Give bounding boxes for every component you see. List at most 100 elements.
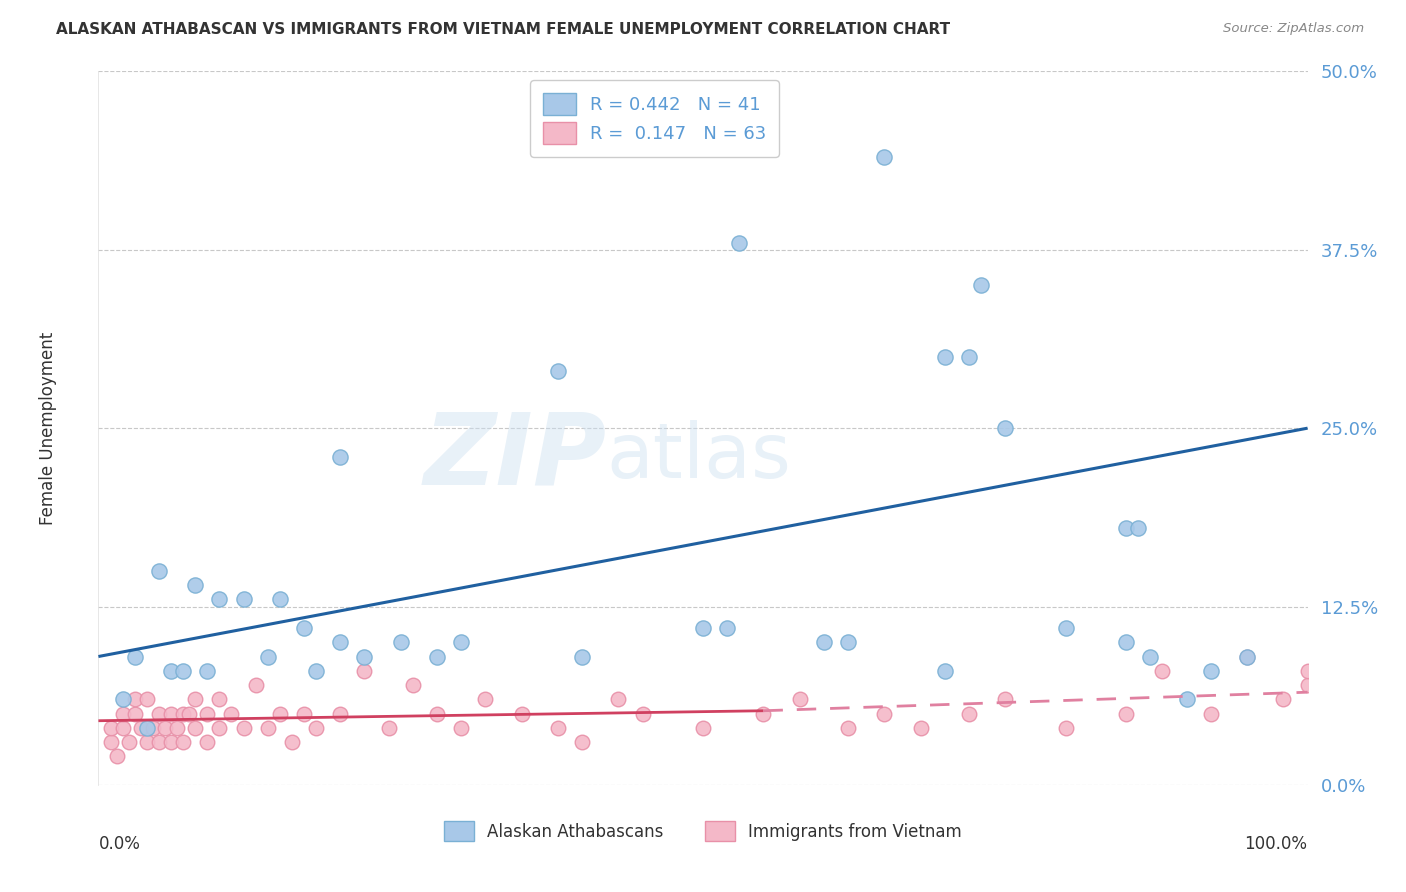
Point (184, 578, 207, 592)
Point (269, 592, 291, 607)
Point (184, 721, 207, 735)
Point (1236, 649, 1258, 664)
Point (160, 735, 183, 749)
Legend: Alaskan Athabascans, Immigrants from Vietnam: Alaskan Athabascans, Immigrants from Vie… (437, 814, 969, 848)
Point (153, 721, 176, 735)
Point (208, 592, 231, 607)
Point (716, 621, 738, 635)
Point (329, 706, 352, 721)
Point (1236, 649, 1258, 664)
Point (100, 735, 122, 749)
Point (934, 350, 956, 364)
Point (377, 721, 399, 735)
Point (160, 664, 183, 678)
Point (135, 692, 157, 706)
Point (571, 735, 593, 749)
Point (329, 635, 352, 649)
Point (179, 706, 201, 721)
Point (1175, 692, 1198, 706)
Point (474, 692, 496, 706)
Point (957, 706, 980, 721)
Point (111, 721, 134, 735)
Point (172, 706, 194, 721)
Point (118, 735, 141, 749)
Point (994, 421, 1017, 435)
Point (1199, 664, 1222, 678)
Point (402, 678, 425, 692)
Point (292, 621, 315, 635)
Point (281, 735, 304, 749)
Text: Source: ZipAtlas.com: Source: ZipAtlas.com (1223, 22, 1364, 36)
Point (994, 692, 1017, 706)
Point (148, 564, 170, 578)
Y-axis label: Female Unemployment: Female Unemployment (39, 332, 56, 524)
Point (728, 235, 751, 250)
Point (692, 621, 714, 635)
Point (1128, 521, 1150, 535)
Point (195, 735, 218, 749)
Text: atlas: atlas (606, 420, 792, 493)
Point (172, 664, 194, 678)
Point (873, 150, 896, 164)
Point (1296, 678, 1319, 692)
Text: 0.0%: 0.0% (98, 835, 141, 853)
Point (208, 692, 231, 706)
Point (166, 721, 188, 735)
Point (631, 706, 654, 721)
Point (1139, 649, 1161, 664)
Point (129, 721, 152, 735)
Point (1152, 664, 1174, 678)
Point (547, 364, 569, 378)
Point (111, 706, 134, 721)
Point (910, 721, 932, 735)
Point (135, 735, 157, 749)
Point (1115, 521, 1137, 535)
Point (547, 721, 569, 735)
Point (135, 721, 157, 735)
Point (172, 735, 194, 749)
Point (1199, 706, 1222, 721)
Point (148, 706, 170, 721)
Point (353, 664, 375, 678)
Point (221, 706, 243, 721)
Point (837, 721, 859, 735)
Point (195, 706, 218, 721)
Point (184, 692, 207, 706)
Point (329, 450, 352, 464)
Point (1272, 692, 1295, 706)
Point (256, 649, 278, 664)
Point (1115, 706, 1137, 721)
Point (160, 706, 183, 721)
Point (692, 721, 714, 735)
Point (305, 664, 328, 678)
Point (752, 706, 775, 721)
Point (957, 350, 980, 364)
Point (1054, 721, 1077, 735)
Point (111, 692, 134, 706)
Point (934, 664, 956, 678)
Point (232, 721, 254, 735)
Point (426, 649, 449, 664)
Point (124, 692, 146, 706)
Text: ZIP: ZIP (423, 409, 606, 505)
Point (837, 635, 859, 649)
Point (450, 635, 472, 649)
Point (208, 721, 231, 735)
Point (813, 635, 835, 649)
Point (100, 721, 122, 735)
Point (571, 649, 593, 664)
Point (353, 649, 375, 664)
Point (607, 692, 630, 706)
Point (510, 706, 533, 721)
Point (292, 706, 315, 721)
Point (873, 706, 896, 721)
Point (124, 649, 146, 664)
Point (970, 278, 993, 293)
Point (426, 706, 449, 721)
Point (195, 664, 218, 678)
Point (1296, 664, 1319, 678)
Point (305, 721, 328, 735)
Point (105, 749, 128, 764)
Point (232, 592, 254, 607)
Point (148, 735, 170, 749)
